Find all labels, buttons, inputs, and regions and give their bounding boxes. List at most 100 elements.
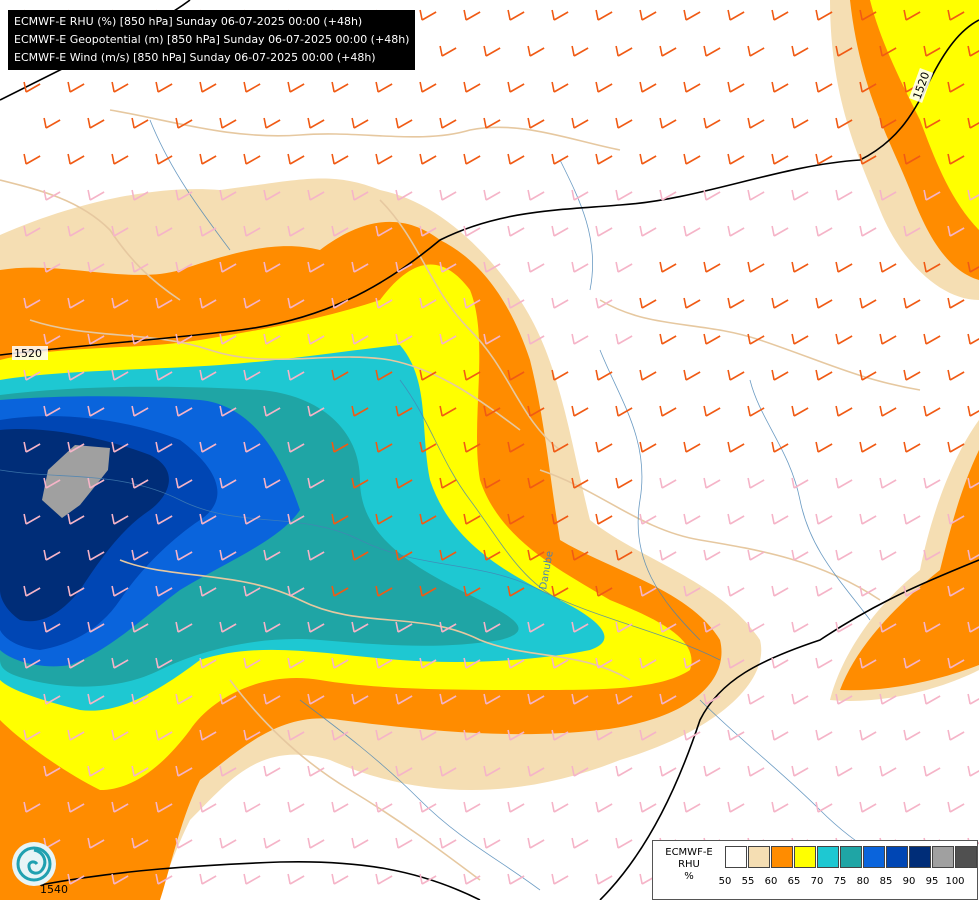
wind-barb <box>483 549 501 561</box>
wind-barb <box>947 225 965 237</box>
wind-barb <box>87 333 105 345</box>
wind-barb <box>571 45 589 57</box>
wind-barb <box>727 225 745 237</box>
wind-barb <box>923 549 941 561</box>
wind-barb <box>287 513 305 525</box>
wind-barb <box>815 513 833 525</box>
wind-barb <box>551 729 569 741</box>
wind-barb <box>131 405 149 417</box>
wind-barb <box>155 657 173 669</box>
wind-barb <box>287 801 305 813</box>
wind-barb <box>395 261 413 273</box>
wind-barb <box>527 405 545 417</box>
wind-barb <box>67 657 85 669</box>
wind-barb <box>507 801 525 813</box>
wind-barb <box>815 81 833 93</box>
wind-barb <box>771 801 789 813</box>
wind-barb <box>175 477 193 489</box>
wind-barb <box>835 549 853 561</box>
wind-barb <box>747 189 765 201</box>
wind-barb <box>615 405 633 417</box>
legend-tick-label: 55 <box>741 876 755 887</box>
wind-barb <box>243 801 261 813</box>
wind-barb <box>287 873 305 885</box>
wind-barb <box>527 765 545 777</box>
wind-barb <box>307 405 325 417</box>
wind-barb <box>375 585 393 597</box>
wind-barb <box>507 873 525 885</box>
legend-tick-label: 70 <box>810 876 824 887</box>
wind-barb <box>351 693 369 705</box>
wind-barb <box>483 405 501 417</box>
wind-barb <box>483 117 501 129</box>
wind-barb <box>439 333 457 345</box>
wind-barb <box>903 153 921 165</box>
wind-barb <box>263 621 281 633</box>
wind-barb <box>527 189 545 201</box>
wind-barb <box>463 369 481 381</box>
wind-barb <box>727 513 745 525</box>
wind-barb <box>615 837 633 849</box>
wind-barb <box>595 81 613 93</box>
wind-barb <box>43 477 61 489</box>
wind-barb <box>859 369 877 381</box>
wind-barb <box>219 621 237 633</box>
wind-barb <box>595 153 613 165</box>
wind-barb <box>771 513 789 525</box>
wind-barb <box>835 621 853 633</box>
wind-barb <box>615 261 633 273</box>
wind-barb <box>967 693 979 705</box>
wind-barb <box>771 225 789 237</box>
wind-barb <box>243 873 261 885</box>
wind-barb <box>67 153 85 165</box>
wind-barb <box>639 369 657 381</box>
wind-barb <box>23 657 41 669</box>
wind-barb <box>791 333 809 345</box>
wind-barb <box>859 297 877 309</box>
wind-barb <box>571 549 589 561</box>
country-borders <box>0 109 921 881</box>
wind-barb <box>507 225 525 237</box>
wind-barb <box>967 333 979 345</box>
wind-barb <box>967 261 979 273</box>
wind-barb <box>463 585 481 597</box>
wind-barb <box>727 81 745 93</box>
wind-barb <box>571 621 589 633</box>
wind-barb <box>967 477 979 489</box>
wind-barb <box>967 765 979 777</box>
wind-barb <box>219 333 237 345</box>
wind-barb <box>307 333 325 345</box>
wind-barb <box>859 441 877 453</box>
wind-barb <box>43 405 61 417</box>
wind-barb <box>439 477 457 489</box>
wind-barb <box>331 657 349 669</box>
wind-barb <box>199 657 217 669</box>
wind-barb <box>439 45 457 57</box>
wind-barb <box>683 441 701 453</box>
wind-barb <box>923 189 941 201</box>
wind-barb <box>375 369 393 381</box>
wind-barb <box>879 261 897 273</box>
wind-barb <box>815 585 833 597</box>
wind-barb <box>463 297 481 309</box>
wind-barb <box>307 117 325 129</box>
wind-barb <box>351 477 369 489</box>
wind-barb <box>463 225 481 237</box>
wind-barb <box>375 441 393 453</box>
wind-barb <box>923 405 941 417</box>
wind-barb <box>351 549 369 561</box>
wind-barb <box>243 513 261 525</box>
wind-barb <box>507 657 525 669</box>
wind-barb <box>683 81 701 93</box>
wind-barb <box>903 585 921 597</box>
legend-unit: % <box>684 871 694 882</box>
wind-barb <box>395 405 413 417</box>
wind-barb <box>551 657 569 669</box>
wind-barb <box>375 801 393 813</box>
wind-barb <box>659 621 677 633</box>
wind-barb <box>615 693 633 705</box>
wind-barb <box>419 801 437 813</box>
wind-barb <box>595 297 613 309</box>
wind-barb <box>903 729 921 741</box>
